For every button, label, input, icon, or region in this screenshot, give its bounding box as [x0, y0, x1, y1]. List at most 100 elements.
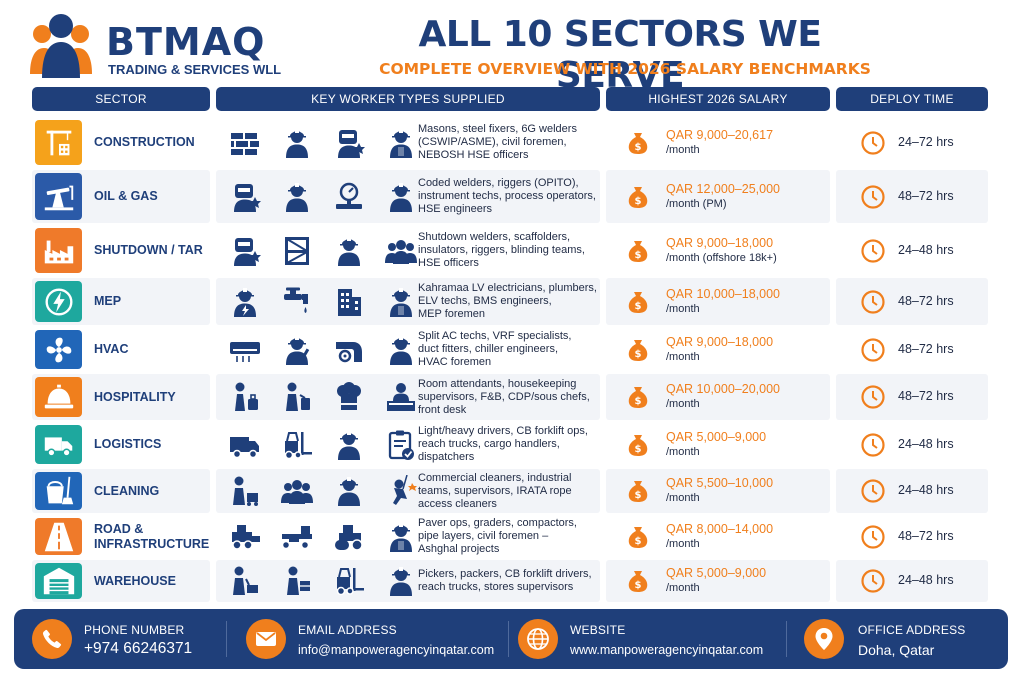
office-address: Doha, Qatar [858, 642, 935, 658]
description-line: pipe layers, civil foremen – [418, 530, 549, 542]
worker-icons [228, 381, 418, 413]
worker-icons [228, 475, 418, 507]
salary-period: /month [666, 398, 700, 410]
page-subtitle: COMPLETE OVERVIEW WITH 2026 SALARY BENCH… [379, 60, 871, 78]
clock-icon [860, 184, 886, 210]
worker-icons [228, 565, 418, 597]
forklift-icon [280, 429, 314, 461]
salary-range: QAR 9,000–20,617 [666, 127, 774, 142]
description-line: Split AC techs, VRF specialists, [418, 330, 572, 342]
salary-period: /month [666, 350, 700, 363]
factory-icon [35, 228, 82, 273]
deploy-time: 48–72 hrs [898, 188, 954, 203]
sector-name: CONSTRUCTION [94, 135, 195, 150]
sector-name-line: WAREHOUSE [94, 573, 176, 588]
money-bag-icon: $ [626, 131, 650, 155]
oil-pump-icon [35, 173, 82, 220]
rope-access-icon [384, 475, 418, 507]
clock-icon [860, 130, 886, 156]
description-line: ELV techs, BMS engineers, [418, 295, 552, 307]
table-row: HOSPITALITY Room attendants, housekeeping… [32, 374, 988, 420]
worker-icons [228, 127, 418, 159]
money-bag-icon: $ [626, 479, 650, 503]
salary-period: /month [666, 143, 700, 156]
deploy-time: 48–72 hrs [898, 341, 954, 356]
address-label: OFFICE ADDRESS [858, 623, 966, 637]
table-row: HVAC Split AC techs, VRF specialists, duct… [32, 327, 988, 372]
sector-name: MEP [94, 294, 121, 309]
electrician-icon [228, 286, 262, 318]
table-cell [836, 117, 988, 168]
clock-icon [860, 478, 886, 504]
helmet-worker-icon [384, 565, 418, 597]
clock-icon [860, 337, 886, 363]
email-label: EMAIL ADDRESS [298, 623, 397, 637]
worker-icons [228, 286, 418, 318]
deploy-time: 48–72 hrs [898, 389, 954, 403]
salary-range: QAR 9,000–18,000 [666, 235, 774, 250]
address-contact[interactable]: OFFICE ADDRESS Doha, Qatar [804, 609, 1004, 669]
helmet-worker-icon [332, 235, 366, 267]
table-cell [216, 469, 600, 513]
helmet-worker-icon [332, 429, 366, 461]
description-line: Pickers, packers, CB forklift drivers, [418, 568, 592, 580]
table-cell [836, 560, 988, 602]
deploy-time: 24–48 hrs [898, 242, 954, 257]
description-line: Ashghal projects [418, 543, 500, 555]
grader-icon [280, 521, 314, 553]
table-cell [836, 278, 988, 325]
description-line: teams, supervisors, IRATA rope [418, 484, 572, 497]
description-line: (CSWIP/ASME), civil foremen, [418, 136, 567, 148]
description-line: instrument techs, process operators, [418, 190, 596, 202]
table-row: WAREHOUSE Pickers, packers, CB forklift d… [32, 560, 988, 602]
table-cell [216, 117, 600, 168]
foreman-icon [384, 286, 418, 318]
air-conditioner-icon [228, 334, 262, 366]
footer-divider [786, 621, 787, 657]
sector-name-line: OIL & GAS [94, 189, 158, 203]
road-icon [35, 518, 82, 555]
luggage-attendant-icon [228, 381, 262, 413]
pressure-gauge-icon [332, 181, 366, 213]
footer-divider [226, 621, 227, 657]
description-line: Light/heavy drivers, CB forklift ops, [418, 425, 588, 437]
svg-text:$: $ [635, 250, 642, 261]
description-line: Coded welders, riggers (OPITO), [418, 177, 579, 189]
table-row: SHUTDOWN / TAR Shutdown welders, scaffold… [32, 225, 988, 276]
location-pin-icon [804, 619, 844, 659]
svg-text:$: $ [635, 196, 642, 207]
phone-number: +974 66246371 [84, 640, 193, 657]
brand-name: BTMAQ [106, 20, 266, 64]
people-logo-icon [30, 14, 92, 78]
salary-range: QAR 5,500–10,000 [666, 476, 774, 490]
svg-text:$: $ [635, 142, 642, 153]
description-line: reach trucks, cargo handlers, [418, 438, 560, 450]
front-desk-icon [384, 381, 418, 413]
description-line: Room attendants, housekeeping [418, 377, 577, 390]
table-row: CONSTRUCTION Masons, steel fixers, 6G wel… [32, 117, 988, 168]
email-icon [246, 619, 286, 659]
table-row: MEP Kahramaa LV electricians, plumbers, EL… [32, 278, 988, 325]
description-line: MEP foremen [418, 308, 486, 320]
table-row: LOGISTICS Light/heavy drivers, CB forklif… [32, 422, 988, 467]
helmet-worker-icon [384, 334, 418, 366]
description-line: insulators, riggers, blinding teams, [418, 244, 585, 256]
fan-icon [35, 330, 82, 369]
table-cell [216, 170, 600, 223]
header-workers: KEY WORKER TYPES SUPPLIED [216, 87, 600, 111]
table-cell [216, 278, 600, 325]
phone-contact[interactable]: PHONE NUMBER +974 66246371 [14, 609, 244, 669]
table-cell [216, 225, 600, 276]
email-contact[interactable]: EMAIL ADDRESS info@manpoweragencyinqatar… [246, 609, 516, 669]
money-bag-icon: $ [626, 185, 650, 209]
sector-name: CLEANING [94, 484, 159, 499]
table-cell [836, 422, 988, 467]
salary-range: QAR 9,000–18,000 [666, 334, 774, 349]
forklift-icon [332, 565, 366, 597]
truck-icon [35, 425, 82, 464]
sector-name-line: SHUTDOWN / TAR [94, 243, 203, 257]
worker-types-description: Light/heavy drivers, CB forklift ops, rea… [418, 425, 608, 464]
page-title: ALL 10 SECTORS WE SERVE [418, 14, 823, 96]
faucet-icon [280, 286, 314, 318]
website-contact[interactable]: WEBSITE www.manpoweragencyinqatar.com [518, 609, 786, 669]
